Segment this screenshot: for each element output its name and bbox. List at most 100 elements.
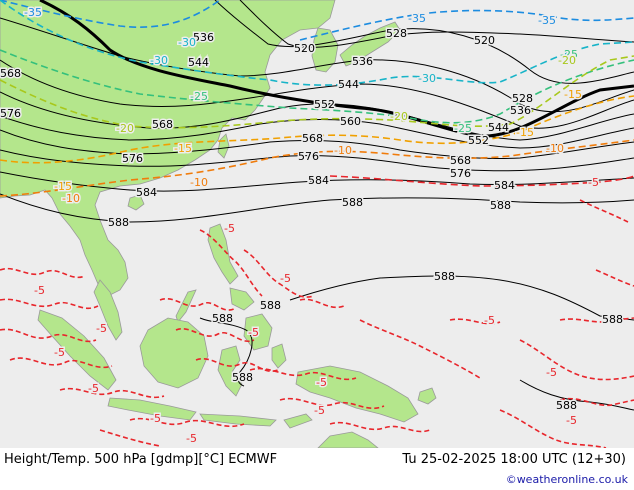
height-contour-584 xyxy=(0,171,634,192)
isotherm-minus5 xyxy=(329,175,634,187)
sumatra xyxy=(37,309,117,391)
isotherm-minus20 xyxy=(0,55,634,129)
height-label: 588 xyxy=(232,371,253,384)
isotherm-minus35 xyxy=(0,0,221,28)
height-label: 568 xyxy=(302,132,323,145)
height-label: 584 xyxy=(308,174,329,187)
palawan xyxy=(175,289,197,323)
temp-label: -30 xyxy=(150,54,168,67)
borneo xyxy=(139,317,209,389)
height-contour-588-tropics xyxy=(289,275,634,321)
temp-label: -5 xyxy=(54,346,65,359)
temp-label: -15 xyxy=(54,180,72,193)
temp-label: -30 xyxy=(418,72,436,85)
temp-label: -25 xyxy=(560,48,578,61)
height-label: 588 xyxy=(108,216,129,229)
height-label: 552 xyxy=(468,134,489,147)
height-label: 588 xyxy=(434,270,455,283)
height-contour-520 xyxy=(239,0,634,48)
height-label: 568 xyxy=(450,154,471,167)
height-label: 552 xyxy=(314,98,335,111)
height-contour-544 xyxy=(0,59,634,129)
tropical-isotherm-fragments xyxy=(0,199,634,448)
bismarck-islands xyxy=(417,387,437,405)
temp-label: -20 xyxy=(116,122,134,135)
temp-label: -10 xyxy=(62,192,80,205)
temp-label: -20 xyxy=(390,110,408,123)
asia-mainland xyxy=(0,0,336,297)
height-label: 588 xyxy=(602,313,623,326)
timor xyxy=(283,413,313,429)
temp-label: -20 xyxy=(558,54,576,67)
height-contour-576 xyxy=(0,149,634,172)
temp-label: -15 xyxy=(174,142,192,155)
height-label: 528 xyxy=(386,27,407,40)
temp-label: -10 xyxy=(334,144,352,157)
sulawesi xyxy=(217,345,243,397)
lesser-sunda xyxy=(199,413,277,427)
temp-label: -5 xyxy=(150,412,161,425)
isotherm-minus25 xyxy=(0,49,634,124)
valid-time: Tu 25-02-2025 18:00 UTC (12+30) xyxy=(402,452,626,467)
japan-kyushu-honshu xyxy=(339,21,401,67)
temp-label: -5 xyxy=(96,322,107,335)
temp-label: -35 xyxy=(24,6,42,19)
land-layer xyxy=(0,0,437,448)
height-label: 536 xyxy=(352,55,373,68)
height-label: 520 xyxy=(294,42,315,55)
height-label: 528 xyxy=(512,92,533,105)
temperature-contours xyxy=(0,0,634,197)
weather-map: 536 520 528 520 568 544 536 544 552 576 … xyxy=(0,0,634,448)
australia-north xyxy=(317,431,379,448)
temp-label: -25 xyxy=(454,122,472,135)
mindanao xyxy=(243,313,273,351)
height-contours xyxy=(0,0,634,411)
temp-label: -30 xyxy=(178,36,196,49)
temp-label: -35 xyxy=(408,12,426,25)
height-label: 576 xyxy=(298,150,319,163)
height-label: 544 xyxy=(488,121,509,134)
new-guinea xyxy=(295,365,419,423)
height-label: 584 xyxy=(136,186,157,199)
height-label: 536 xyxy=(193,31,214,44)
isotherm-minus30 xyxy=(0,0,634,86)
isotherm-minus15 xyxy=(0,95,634,164)
height-label: 536 xyxy=(510,104,531,117)
temp-label: -5 xyxy=(248,326,259,339)
height-label: 568 xyxy=(0,67,21,80)
height-label: 588 xyxy=(212,312,233,325)
height-label: 588 xyxy=(556,399,577,412)
temp-label: -5 xyxy=(588,176,599,189)
height-contour-588-indonesia xyxy=(199,317,253,387)
temp-label: -5 xyxy=(546,366,557,379)
temp-label: -15 xyxy=(516,126,534,139)
height-label: 544 xyxy=(338,78,359,91)
height-labels: 536 520 528 520 568 544 536 544 552 576 … xyxy=(0,26,625,414)
temp-label: -5 xyxy=(316,376,327,389)
jet-axis-line xyxy=(39,0,634,138)
temp-label: -5 xyxy=(34,284,45,297)
temp-label: -5 xyxy=(484,314,495,327)
temp-label: -15 xyxy=(564,88,582,101)
temp-label: -25 xyxy=(190,90,208,103)
source-credit[interactable]: ©weatheronline.co.uk xyxy=(505,473,628,486)
map-footer: Height/Temp. 500 hPa [gdmp][°C] ECMWF Tu… xyxy=(0,448,634,490)
taiwan xyxy=(217,133,230,159)
isotherm-minus10 xyxy=(0,139,634,197)
height-contour-568 xyxy=(0,129,634,160)
isotherm-minus35-east xyxy=(299,9,634,41)
java xyxy=(107,397,197,421)
height-label: 576 xyxy=(450,167,471,180)
height-label: 560 xyxy=(340,115,361,128)
height-contour-528 xyxy=(214,0,634,84)
height-label: 588 xyxy=(342,196,363,209)
temp-label: -5 xyxy=(314,404,325,417)
temp-label: -5 xyxy=(566,414,577,427)
height-contour-588 xyxy=(0,193,634,223)
height-label: 576 xyxy=(0,107,21,120)
temp-label: -10 xyxy=(546,142,564,155)
height-label: 568 xyxy=(152,118,173,131)
height-label: 588 xyxy=(260,299,281,312)
height-label: 584 xyxy=(494,179,515,192)
